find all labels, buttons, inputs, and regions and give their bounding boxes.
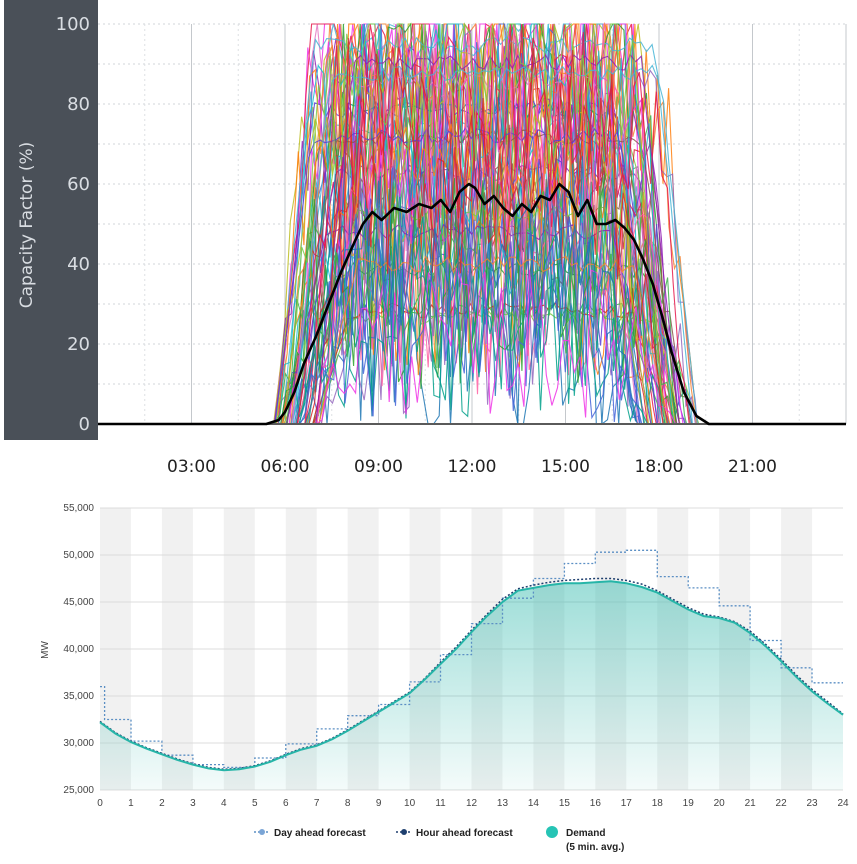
y-tick-labels: 0 20 40 60 80 100 (56, 14, 90, 435)
x-tick-label: 16 (590, 798, 602, 809)
y-tick-labels: 25,000 30,000 35,000 40,000 45,000 50,000 55,0… (63, 503, 94, 796)
legend-label-day-ahead: Day ahead forecast (274, 828, 366, 839)
mean-profile-layer (98, 182, 846, 426)
x-tick-label: 21:00 (728, 457, 777, 477)
y-tick-label: 0 (79, 414, 90, 435)
profile-line (98, 64, 846, 425)
x-tick-label: 13 (497, 798, 509, 809)
series-layer (99, 549, 844, 790)
x-tick-label: 8 (345, 798, 351, 809)
x-tick-label: 21 (745, 798, 757, 809)
y-axis-panel (4, 0, 98, 440)
y-tick-label: 40,000 (63, 644, 94, 655)
x-tick-label: 24 (837, 798, 849, 809)
y-tick-label: 55,000 (63, 503, 94, 514)
x-tick-label: 2 (159, 798, 165, 809)
profile-line (98, 213, 846, 425)
y-tick-label: 80 (67, 94, 90, 115)
profile-line (98, 153, 846, 425)
x-tick-label: 06:00 (261, 457, 310, 477)
demand-area (100, 581, 843, 790)
x-tick-label: 3 (190, 798, 196, 809)
x-tick-labels: 03:00 06:00 09:00 12:00 15:00 18:00 21:00 (167, 457, 777, 477)
x-tick-label: 09:00 (354, 457, 403, 477)
x-tick-label: 19 (683, 798, 695, 809)
profile-line (98, 38, 846, 425)
day-ahead-forecast-line (100, 549, 843, 769)
profile-line (98, 267, 846, 425)
legend-label-demand: Demand (566, 828, 605, 839)
x-tick-label: 6 (283, 798, 289, 809)
legend-item-day-ahead[interactable]: Day ahead forecast (254, 828, 366, 839)
profile-line (98, 111, 846, 425)
x-tick-label: 22 (776, 798, 788, 809)
profile-line (98, 216, 846, 425)
x-tick-label: 1 (128, 798, 134, 809)
capacity-factor-chart: 0 20 40 60 80 100 03:00 06:00 09:00 12:00 15:00 18… (4, 0, 847, 477)
legend-label-hour-ahead: Hour ahead forecast (416, 828, 513, 839)
y-tick-label: 40 (67, 254, 90, 275)
profile-line (98, 127, 846, 425)
profile-line (98, 23, 846, 425)
capacity-factor-profiles (98, 21, 846, 426)
x-tick-label: 9 (376, 798, 382, 809)
x-tick-label: 11 (435, 798, 446, 809)
y-axis-label: MW (40, 641, 51, 659)
x-tick-label: 20 (714, 798, 726, 809)
legend: Day ahead forecast Hour ahead forecast D… (254, 826, 624, 853)
x-tick-label: 7 (314, 798, 320, 809)
y-axis-label: Capacity Factor (%) (17, 142, 37, 309)
profile-line (98, 22, 846, 425)
legend-item-demand[interactable]: Demand (5 min. avg.) (546, 826, 624, 853)
demand-line (99, 580, 844, 772)
y-tick-label: 35,000 (63, 691, 94, 702)
profile-line (98, 23, 846, 425)
y-tick-label: 25,000 (63, 785, 94, 796)
profile-line (98, 42, 846, 425)
mean-profile-line (98, 182, 846, 426)
x-tick-label: 0 (97, 798, 103, 809)
y-tick-label: 30,000 (63, 738, 94, 749)
x-tick-label: 10 (404, 798, 416, 809)
x-tick-label: 17 (621, 798, 633, 809)
profile-line (98, 36, 846, 425)
x-tick-label: 12 (466, 798, 478, 809)
y-tick-label: 20 (67, 334, 90, 355)
x-tick-label: 18:00 (635, 457, 684, 477)
x-tick-labels: 0 1 2 3 4 5 6 7 8 9 10 11 12 13 14 15 16 17 18 19 20 21 22 23 24 (97, 798, 849, 809)
x-tick-label: 23 (806, 798, 818, 809)
x-tick-label: 14 (528, 798, 540, 809)
x-tick-label: 5 (252, 798, 258, 809)
y-tick-label: 60 (67, 174, 90, 195)
y-tick-label: 45,000 (63, 597, 94, 608)
x-tick-label: 03:00 (167, 457, 216, 477)
legend-label-demand-sub: (5 min. avg.) (566, 842, 624, 853)
x-tick-label: 18 (652, 798, 664, 809)
legend-item-hour-ahead[interactable]: Hour ahead forecast (396, 828, 513, 839)
y-tick-label: 50,000 (63, 550, 94, 561)
profile-line (98, 23, 846, 425)
y-tick-label: 100 (56, 14, 90, 35)
x-tick-label: 15:00 (541, 457, 590, 477)
x-tick-label: 15 (559, 798, 571, 809)
x-tick-label: 4 (221, 798, 227, 809)
x-tick-label: 12:00 (448, 457, 497, 477)
profile-line (98, 177, 846, 425)
demand-chart: 25,000 30,000 35,000 40,000 45,000 50,000 55,0… (40, 503, 849, 853)
